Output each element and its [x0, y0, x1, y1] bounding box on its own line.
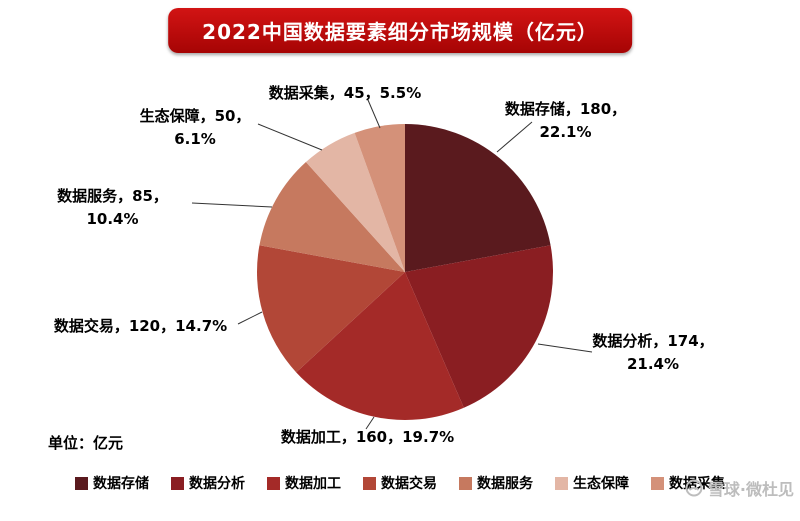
pie-slice-数据加工	[296, 272, 464, 421]
legend-swatch-trading	[363, 476, 376, 490]
leader-line-collection	[367, 99, 381, 129]
legend-label-processing: 数据加工	[285, 476, 341, 492]
unit-note: 单位：亿元	[48, 434, 124, 452]
legend-label-trading: 数据交易	[381, 476, 437, 492]
legend-swatch-processing	[267, 476, 280, 490]
legend-item-service: 数据服务	[459, 473, 533, 493]
watermark: 雪球·微杜见	[685, 476, 794, 500]
leader-line-trading	[237, 311, 263, 325]
legend-label-service: 数据服务	[477, 476, 533, 492]
legend-item-collection: 数据采集	[651, 473, 725, 493]
legend-swatch-eco	[555, 476, 568, 490]
watermark-text: 雪球·微杜见	[707, 480, 794, 499]
legend-label-storage: 数据存储	[93, 476, 149, 492]
label-storage: 数据存储，180， 22.1%	[478, 98, 653, 145]
legend-item-analysis: 数据分析	[171, 473, 245, 493]
label-service: 数据服务，85， 10.4%	[35, 185, 190, 232]
leader-line-service	[191, 202, 273, 208]
leader-line-storage	[496, 121, 533, 153]
chart-title-banner: 2022中国数据要素细分市场规模（亿元）	[168, 8, 632, 53]
chart-title: 2022中国数据要素细分市场规模（亿元）	[202, 20, 598, 44]
label-storage-percent: 22.1%	[539, 123, 592, 142]
pie-slice-数据采集	[354, 124, 405, 272]
label-analysis-text: 数据分析，174，	[592, 332, 714, 350]
pie-slice-数据分析	[405, 245, 553, 408]
label-eco: 生态保障，50， 6.1%	[125, 105, 265, 152]
pie-slice-数据交易	[257, 245, 405, 373]
legend-item-eco: 生态保障	[555, 473, 629, 493]
leader-line-analysis	[537, 343, 593, 353]
leader-line-processing	[365, 416, 375, 430]
label-trading-text: 数据交易，120，14.7%	[53, 317, 228, 335]
label-analysis-percent: 21.4%	[626, 355, 680, 374]
snowball-logo-icon	[685, 479, 703, 497]
legend-item-processing: 数据加工	[267, 473, 341, 493]
legend-item-trading: 数据交易	[363, 473, 437, 493]
legend: 数据存储 数据分析 数据加工 数据交易 数据服务 生态保障 数据采集	[0, 473, 800, 493]
label-service-percent: 10.4%	[86, 210, 139, 229]
label-collection-text: 数据采集，45，5.5%	[268, 84, 422, 102]
pie-slice-生态保障	[305, 132, 405, 272]
legend-swatch-storage	[75, 476, 88, 490]
label-eco-percent: 6.1%	[174, 130, 216, 149]
label-eco-text: 生态保障，50，	[139, 107, 251, 125]
legend-label-collection: 数据采集	[669, 476, 725, 492]
legend-label-analysis: 数据分析	[189, 476, 245, 492]
legend-item-storage: 数据存储	[75, 473, 149, 493]
label-trading: 数据交易，120，14.7%	[28, 315, 253, 338]
pie-slice-数据服务	[259, 162, 405, 272]
legend-swatch-service	[459, 476, 472, 490]
label-service-text: 数据服务，85，	[57, 187, 168, 205]
label-collection: 数据采集，45，5.5%	[240, 82, 450, 105]
pie-slice-数据存储	[405, 124, 551, 272]
label-analysis: 数据分析，174， 21.4%	[578, 330, 728, 377]
label-storage-text: 数据存储，180，	[504, 100, 627, 118]
leader-lines	[191, 99, 593, 430]
pie-slices	[257, 124, 553, 421]
label-processing: 数据加工，160，19.7%	[250, 426, 485, 449]
legend-label-eco: 生态保障	[573, 476, 629, 492]
leader-line-eco	[257, 123, 323, 151]
legend-swatch-analysis	[171, 476, 184, 490]
legend-swatch-collection	[651, 476, 664, 490]
label-processing-text: 数据加工，160，19.7%	[280, 428, 455, 446]
